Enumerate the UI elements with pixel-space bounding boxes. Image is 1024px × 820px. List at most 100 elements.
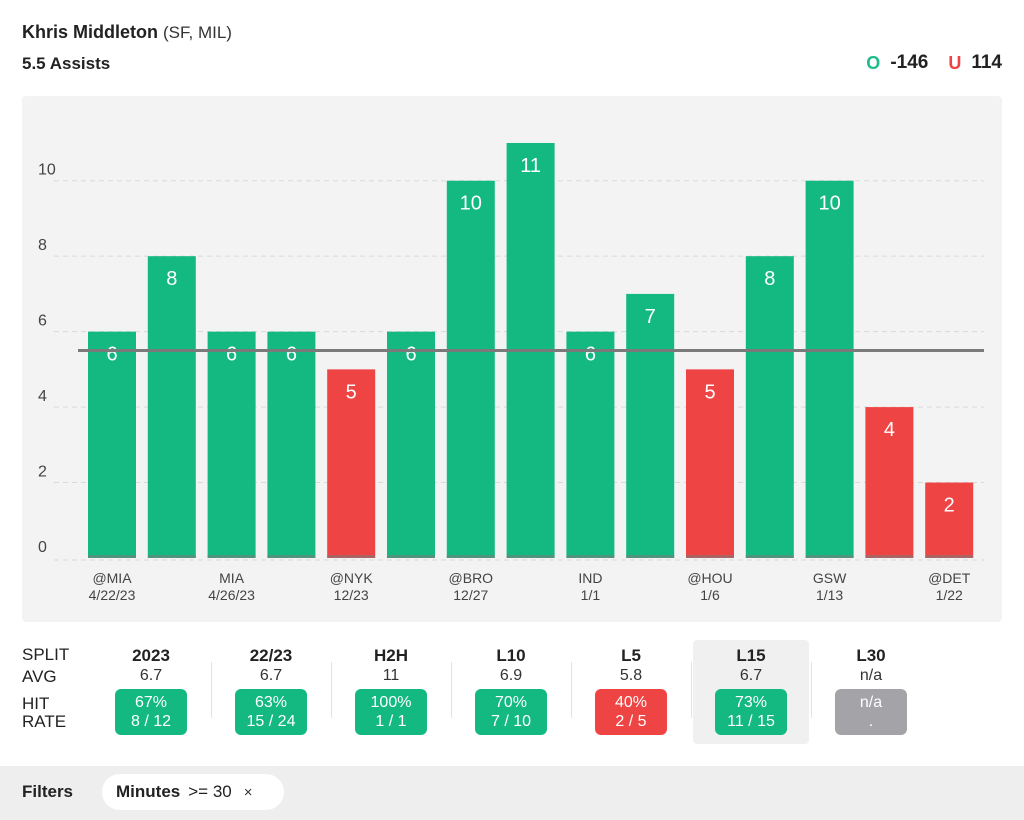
- bar-value-label: 8: [166, 268, 177, 290]
- split-name: L10: [496, 646, 526, 665]
- x-tick-date: 1/1: [581, 587, 601, 603]
- bar[interactable]: [147, 256, 196, 558]
- bar-value-label: 7: [645, 306, 656, 328]
- x-tick-date: 12/27: [453, 587, 488, 603]
- split-avg: 6.9: [499, 667, 523, 684]
- x-tick-date: 1/22: [936, 587, 963, 603]
- y-tick-label: 0: [38, 539, 47, 556]
- split-name: 22/23: [249, 646, 293, 665]
- under-odds[interactable]: 114: [971, 52, 1002, 73]
- hit-rate-frac: 11 / 15: [727, 713, 775, 730]
- filters-label: Filters: [22, 782, 74, 801]
- filter-chip-value: >= 30: [188, 782, 232, 801]
- bar[interactable]: [387, 331, 435, 558]
- split-label: SPLIT: [22, 645, 70, 664]
- bar-base: [745, 555, 794, 558]
- bar-base: [387, 555, 435, 558]
- y-tick-label: 10: [38, 162, 56, 179]
- prop-line: 5.5 Assists: [22, 54, 111, 73]
- bar[interactable]: [446, 180, 495, 558]
- x-tick-opponent: MIA: [219, 570, 245, 586]
- hit-rate-pct: 40%: [614, 694, 648, 711]
- x-tick-opponent: @MIA: [92, 570, 132, 586]
- bar-value-label: 10: [460, 193, 482, 215]
- hit-rate-badge: n/a.: [835, 689, 907, 735]
- x-tick-opponent: @DET: [928, 570, 971, 586]
- bar-value-label: 10: [818, 193, 840, 215]
- bar[interactable]: [745, 256, 794, 558]
- hit-rate-pct: 73%: [734, 694, 768, 711]
- filter-chip-name: Minutes: [116, 782, 181, 801]
- avg-label: AVG: [22, 667, 57, 686]
- x-tick-opponent: @HOU: [687, 570, 732, 586]
- bar-base: [207, 555, 256, 558]
- x-tick-date: 4/26/23: [208, 587, 255, 603]
- x-tick-date: 1/13: [816, 587, 843, 603]
- split-divider: [211, 662, 212, 718]
- bar-value-label: 8: [764, 268, 775, 290]
- split-name: L5: [621, 646, 641, 665]
- under-tag: U: [948, 52, 962, 73]
- split-avg: 6.7: [259, 667, 283, 684]
- split-avg: 5.8: [619, 667, 643, 684]
- bar-base: [925, 555, 974, 558]
- split-divider: [331, 662, 332, 718]
- close-icon[interactable]: ×: [243, 783, 253, 801]
- bar-base: [865, 555, 914, 558]
- bar[interactable]: [626, 293, 675, 558]
- bar[interactable]: [865, 407, 914, 558]
- bar-value-label: 6: [286, 344, 297, 366]
- hit-rate-frac: 1 / 1: [375, 713, 407, 730]
- split-col-6[interactable]: L30 n/a n/a.: [813, 640, 929, 744]
- hit-rate-badge: 63% 15 / 24: [235, 689, 307, 735]
- hit-label: HIT: [22, 694, 50, 713]
- hit-rate-badge: 40% 2 / 5: [595, 689, 667, 735]
- bar-value-label: 6: [585, 344, 596, 366]
- split-col-3[interactable]: L10 6.9 70% 7 / 10: [453, 640, 569, 744]
- bar[interactable]: [686, 369, 734, 558]
- over-odds[interactable]: -146: [890, 52, 929, 73]
- bar[interactable]: [207, 331, 256, 558]
- hit-rate-badge: 67% 8 / 12: [115, 689, 187, 735]
- split-name: 2023: [132, 646, 170, 665]
- hit-rate-frac: .: [868, 713, 874, 730]
- bar-base: [446, 555, 495, 558]
- x-tick-date: 4/22/23: [89, 587, 136, 603]
- bar-value-label: 5: [704, 381, 715, 403]
- bar-chart: 0 2 4 6 8 10 6 @MIA 4/22/23 8 6 MIA 4/26/23 6 5 @NYK 12/…: [22, 96, 1002, 622]
- split-col-1[interactable]: 22/23 6.7 63% 15 / 24: [213, 640, 329, 744]
- odds: O -146 U 114: [866, 52, 1002, 74]
- hit-rate-pct: n/a: [859, 694, 883, 711]
- split-col-5[interactable]: L15 6.7 73% 11 / 15: [693, 640, 809, 744]
- split-col-0[interactable]: 2023 6.7 67% 8 / 12: [93, 640, 209, 744]
- split-avg: 6.7: [739, 667, 763, 684]
- split-divider: [571, 662, 572, 718]
- bar-base: [506, 555, 555, 558]
- hit-rate-frac: 8 / 12: [130, 713, 172, 730]
- hit-rate-pct: 70%: [494, 694, 528, 711]
- filter-chip-minutes[interactable]: Minutes >= 30 ×: [102, 774, 284, 810]
- bar-value-label: 6: [226, 344, 237, 366]
- bar[interactable]: [925, 482, 974, 558]
- bar-base: [626, 555, 675, 558]
- bar[interactable]: [805, 180, 854, 558]
- bar-base: [88, 555, 136, 558]
- bar[interactable]: [566, 331, 615, 558]
- split-col-4[interactable]: L5 5.8 40% 2 / 5: [573, 640, 689, 744]
- bar[interactable]: [327, 369, 376, 558]
- split-name: H2H: [373, 646, 408, 665]
- x-tick-opponent: GSW: [813, 570, 847, 586]
- x-tick-opponent: @BRO: [449, 570, 494, 586]
- player-title: Khris Middleton (SF, MIL): [22, 22, 1002, 43]
- bar[interactable]: [267, 331, 316, 558]
- x-tick-opponent: @NYK: [330, 570, 374, 586]
- hit-rate-frac: 7 / 10: [490, 713, 532, 730]
- y-tick-label: 8: [38, 237, 47, 254]
- split-col-2[interactable]: H2H 11 100% 1 / 1: [333, 640, 449, 744]
- split-divider: [691, 662, 692, 718]
- bar-base: [327, 555, 376, 558]
- split-divider: [811, 662, 812, 718]
- bar[interactable]: [88, 331, 136, 558]
- bar-value-label: 4: [884, 419, 895, 441]
- x-tick-opponent: IND: [578, 570, 602, 586]
